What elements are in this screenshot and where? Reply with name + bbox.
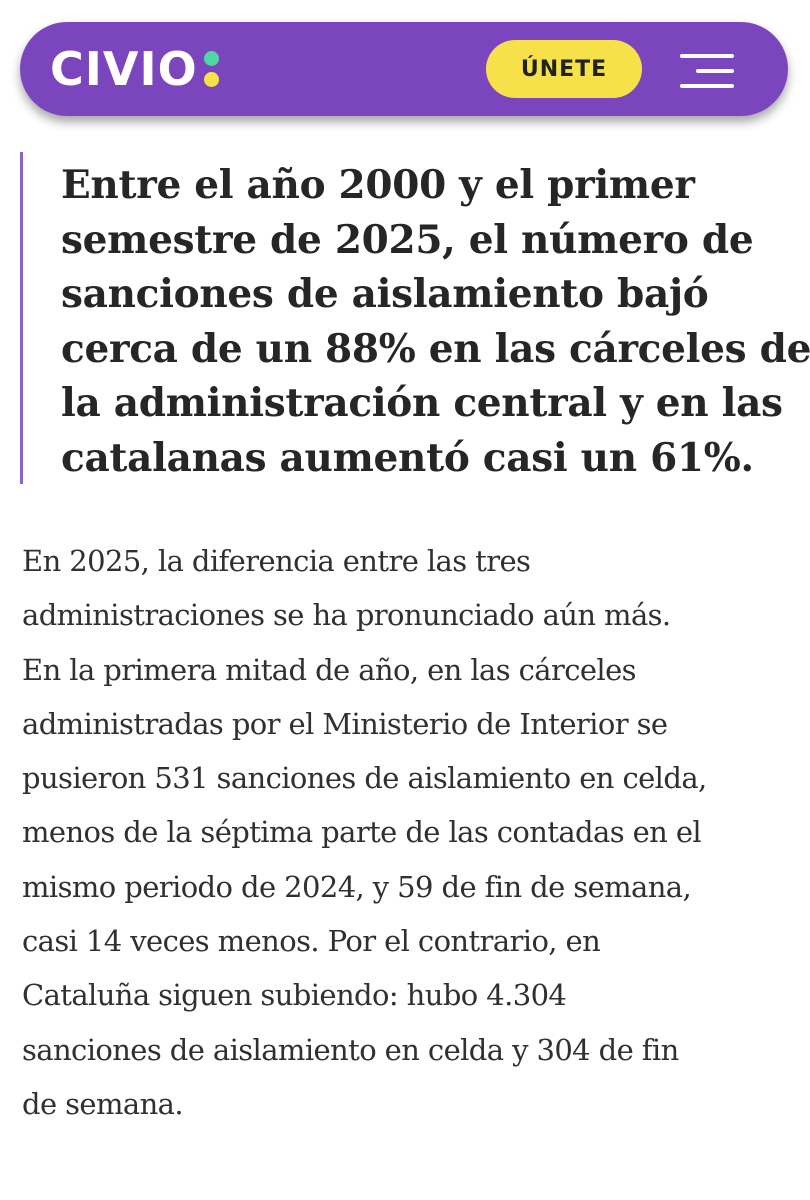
paragraph-line: mismo periodo de 2024, y 59 de fin de se…	[22, 869, 692, 904]
join-button[interactable]: ÚNETE	[486, 40, 642, 98]
logo-dot-green	[203, 51, 219, 66]
hamburger-menu-icon[interactable]	[680, 52, 734, 90]
pull-quote-line: Entre el año 2000 y el primer	[61, 162, 695, 208]
top-bar: CIVIO ÚNETE	[0, 0, 810, 140]
paragraph-line: casi 14 veces menos. Por el contrario, e…	[22, 924, 601, 959]
paragraph-line: administradas por el Ministerio de Inter…	[22, 706, 668, 741]
pull-quote-line: la administración central y en las	[61, 380, 783, 426]
logo-text: CIVIO	[50, 42, 198, 96]
paragraph-line: administraciones se ha pronunciado aún m…	[22, 598, 671, 633]
pull-quote-text: Entre el año 2000 y el primer semestre d…	[61, 158, 810, 485]
pull-quote: Entre el año 2000 y el primer semestre d…	[20, 152, 810, 485]
paragraph-line: sanciones de aislamiento en celda y 304 …	[22, 1032, 679, 1067]
site-navbar: CIVIO ÚNETE	[20, 22, 788, 116]
pull-quote-line: semestre de 2025, el número de	[61, 216, 754, 263]
pull-quote-line: cerca de un 88% en las cárceles de	[61, 325, 810, 372]
pull-quote-line: catalanas aumentó casi un 61%.	[61, 434, 754, 481]
paragraph-line: Cataluña siguen subiendo: hubo 4.304	[22, 978, 567, 1013]
paragraph-line: pusieron 531 sanciones de aislamiento en…	[22, 761, 707, 796]
civio-logo[interactable]: CIVIO	[50, 41, 219, 97]
logo-dot-yellow	[203, 72, 219, 87]
logo-dots-icon	[203, 51, 219, 87]
menu-line-bottom	[680, 84, 734, 88]
menu-line-top	[680, 54, 734, 58]
paragraph-line: En 2025, la diferencia entre las tres	[22, 544, 531, 578]
pull-quote-line: sanciones de aislamiento bajó	[61, 271, 709, 317]
paragraph-line: de semana.	[22, 1086, 184, 1121]
paragraph-line: En la primera mitad de año, en las cárce…	[22, 652, 637, 687]
menu-line-middle	[696, 69, 734, 73]
paragraph-line: menos de la séptima parte de las contada…	[22, 815, 702, 850]
article-paragraph: En 2025, la diferencia entre las tres ad…	[22, 534, 792, 1131]
